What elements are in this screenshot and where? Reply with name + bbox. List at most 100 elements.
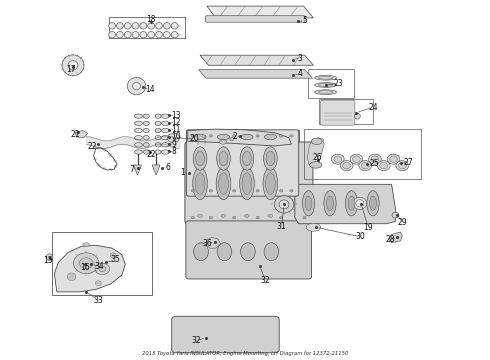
Ellipse shape xyxy=(144,129,149,133)
Ellipse shape xyxy=(243,151,251,166)
Ellipse shape xyxy=(256,135,259,137)
FancyBboxPatch shape xyxy=(205,16,305,22)
Ellipse shape xyxy=(156,32,162,38)
Ellipse shape xyxy=(359,161,371,171)
Ellipse shape xyxy=(161,135,169,140)
Text: 32: 32 xyxy=(191,336,201,345)
Ellipse shape xyxy=(387,154,400,164)
Ellipse shape xyxy=(62,55,84,76)
Ellipse shape xyxy=(318,84,333,86)
Ellipse shape xyxy=(191,216,195,219)
Ellipse shape xyxy=(348,196,355,211)
Text: 17: 17 xyxy=(66,66,75,75)
Ellipse shape xyxy=(356,200,364,207)
Ellipse shape xyxy=(193,147,207,170)
Ellipse shape xyxy=(217,147,230,170)
Ellipse shape xyxy=(194,134,206,140)
Ellipse shape xyxy=(124,23,131,29)
Ellipse shape xyxy=(135,121,143,126)
Polygon shape xyxy=(389,232,402,243)
Ellipse shape xyxy=(155,129,161,133)
Ellipse shape xyxy=(256,216,259,219)
Text: 29: 29 xyxy=(397,218,407,227)
Ellipse shape xyxy=(290,135,293,137)
Ellipse shape xyxy=(367,191,379,216)
Ellipse shape xyxy=(195,173,205,194)
Ellipse shape xyxy=(327,196,333,211)
Text: 3: 3 xyxy=(298,54,303,63)
Ellipse shape xyxy=(163,23,170,29)
Ellipse shape xyxy=(135,129,143,133)
Ellipse shape xyxy=(221,215,226,217)
Ellipse shape xyxy=(240,147,254,170)
Ellipse shape xyxy=(266,151,275,166)
Polygon shape xyxy=(207,6,314,18)
Polygon shape xyxy=(54,245,125,292)
Ellipse shape xyxy=(279,135,283,137)
Text: 19: 19 xyxy=(363,223,373,232)
Ellipse shape xyxy=(202,135,205,138)
Ellipse shape xyxy=(264,243,279,261)
Polygon shape xyxy=(167,134,180,142)
Ellipse shape xyxy=(345,191,358,216)
Ellipse shape xyxy=(392,212,399,218)
Text: 22: 22 xyxy=(88,142,98,151)
Ellipse shape xyxy=(377,161,390,171)
Ellipse shape xyxy=(209,135,213,137)
Ellipse shape xyxy=(241,134,253,140)
Text: 13: 13 xyxy=(171,111,180,120)
Ellipse shape xyxy=(161,129,169,133)
Ellipse shape xyxy=(46,254,53,260)
Ellipse shape xyxy=(148,32,155,38)
Ellipse shape xyxy=(218,134,230,140)
Polygon shape xyxy=(198,69,313,78)
Ellipse shape xyxy=(155,143,161,147)
FancyBboxPatch shape xyxy=(186,130,299,196)
Ellipse shape xyxy=(109,23,116,29)
Text: 11: 11 xyxy=(171,125,180,134)
Polygon shape xyxy=(206,237,220,248)
Ellipse shape xyxy=(350,154,363,164)
Ellipse shape xyxy=(109,32,116,38)
Ellipse shape xyxy=(191,135,195,137)
Text: 26: 26 xyxy=(313,153,322,162)
Text: 24: 24 xyxy=(368,103,378,112)
Ellipse shape xyxy=(318,91,333,94)
Ellipse shape xyxy=(219,173,228,194)
Text: 8: 8 xyxy=(172,147,176,156)
Text: 2: 2 xyxy=(233,132,238,141)
Text: 5: 5 xyxy=(302,16,307,25)
Ellipse shape xyxy=(171,32,178,38)
Text: 30: 30 xyxy=(355,232,365,241)
Ellipse shape xyxy=(135,114,143,118)
Ellipse shape xyxy=(216,167,231,200)
Ellipse shape xyxy=(343,162,350,169)
Polygon shape xyxy=(75,131,88,138)
Ellipse shape xyxy=(110,253,116,258)
Ellipse shape xyxy=(266,173,275,194)
Ellipse shape xyxy=(315,76,337,80)
Text: 7: 7 xyxy=(129,166,134,175)
Ellipse shape xyxy=(135,143,143,147)
Bar xyxy=(52,231,152,296)
Ellipse shape xyxy=(279,189,283,192)
Ellipse shape xyxy=(334,156,342,162)
Ellipse shape xyxy=(144,135,149,140)
Ellipse shape xyxy=(193,167,207,200)
Text: 18: 18 xyxy=(147,15,156,24)
Ellipse shape xyxy=(99,266,106,272)
Text: 12: 12 xyxy=(171,118,180,127)
Ellipse shape xyxy=(318,76,333,79)
Ellipse shape xyxy=(290,189,293,192)
Text: 36: 36 xyxy=(202,239,212,248)
Ellipse shape xyxy=(274,196,294,213)
Text: 25: 25 xyxy=(369,159,379,168)
Ellipse shape xyxy=(305,196,312,211)
Ellipse shape xyxy=(197,215,202,217)
Ellipse shape xyxy=(315,83,337,87)
Text: 15: 15 xyxy=(43,256,53,265)
Ellipse shape xyxy=(263,167,278,200)
Ellipse shape xyxy=(241,243,255,261)
Ellipse shape xyxy=(279,216,283,219)
Ellipse shape xyxy=(135,135,143,140)
